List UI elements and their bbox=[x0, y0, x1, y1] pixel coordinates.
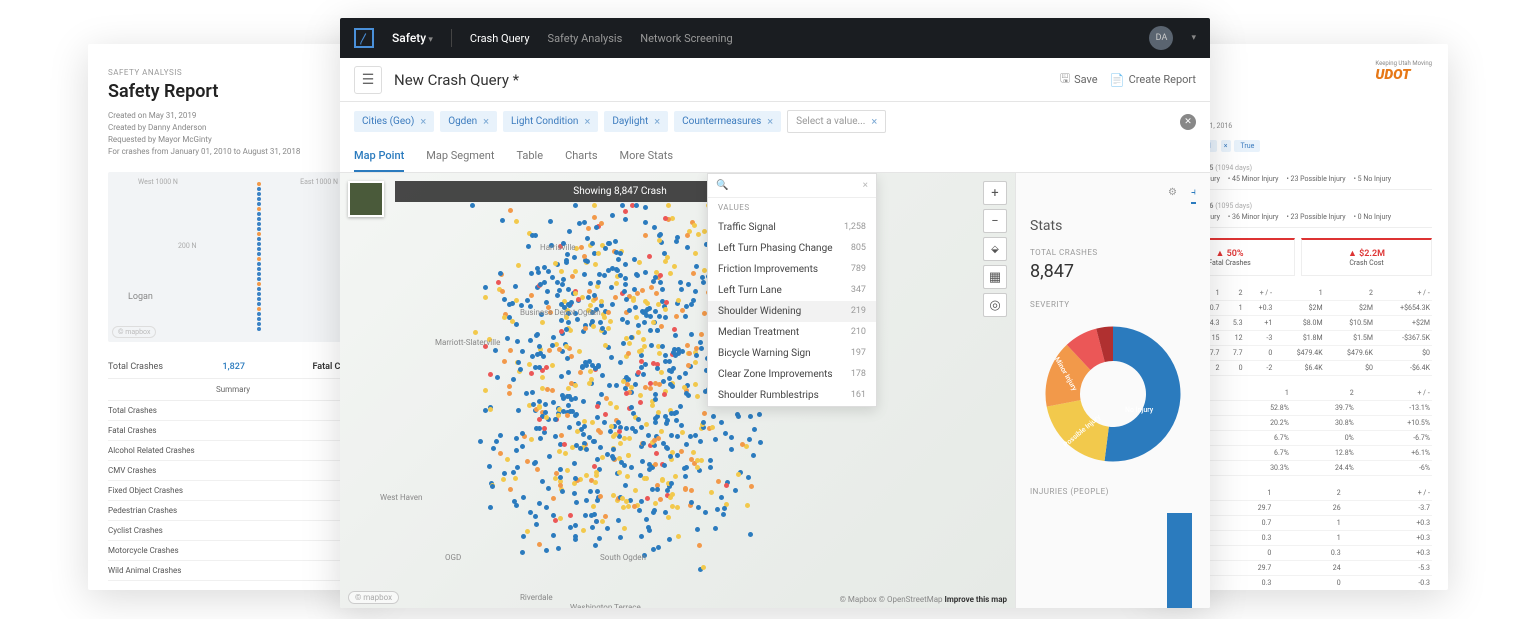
meta-requested-by: Requested by Mayor McGinty bbox=[108, 134, 358, 146]
close-icon[interactable]: × bbox=[863, 180, 868, 191]
query-title: New Crash Query * bbox=[394, 71, 519, 89]
dropdown-option[interactable]: Left Turn Phasing Change805 bbox=[708, 238, 876, 259]
place-label: West Haven bbox=[380, 493, 422, 502]
nav-crash-query[interactable]: Crash Query bbox=[470, 32, 530, 45]
close-icon[interactable]: × bbox=[871, 115, 877, 128]
locate-button[interactable]: ◎ bbox=[983, 293, 1007, 317]
tab-map-point[interactable]: Map Point bbox=[354, 141, 404, 172]
layers-button[interactable]: ▦ bbox=[983, 265, 1007, 289]
dropdown-option[interactable]: Clear Zone Improvements178 bbox=[708, 364, 876, 385]
meta-date-range: For crashes from January 01, 2010 to Aug… bbox=[108, 146, 358, 158]
remove-chip-icon[interactable]: × bbox=[483, 115, 489, 128]
mapbox-badge: © mapbox bbox=[348, 591, 399, 604]
safety-report-window: SAFETY ANALYSIS Safety Report Created on… bbox=[88, 44, 378, 590]
total-crashes-value: 8,847 bbox=[1030, 261, 1196, 282]
injuries-bar-chart: FatalSerious InjuryMinor InjuryPossible … bbox=[1030, 506, 1196, 608]
dropdown-search[interactable]: 🔍× bbox=[708, 174, 876, 198]
total-crashes-label: TOTAL CRASHES bbox=[1030, 248, 1196, 257]
remove-chip-icon[interactable]: × bbox=[654, 115, 660, 128]
menu-button[interactable]: ☰ bbox=[354, 66, 382, 94]
filter-chip[interactable]: Cities (Geo)× bbox=[354, 111, 434, 132]
map-area[interactable]: Showing 8,847 Crash + − ⬙ ▦ ◎ Harrisvill… bbox=[340, 173, 1015, 608]
nav-network-screening[interactable]: Network Screening bbox=[640, 32, 732, 45]
crash-type-row: Alcohol Related Crashes bbox=[108, 441, 358, 461]
injuries-label: INJURIES (PEOPLE) bbox=[1030, 487, 1196, 496]
crash-type-row: Pedestrian Crashes bbox=[108, 501, 358, 521]
dropdown-option[interactable]: Traffic Signal1,258 bbox=[708, 217, 876, 238]
user-menu-caret[interactable]: ▾ bbox=[1191, 33, 1196, 43]
mapbox-badge: © mapbox bbox=[112, 326, 156, 338]
user-avatar[interactable]: DA bbox=[1149, 26, 1173, 50]
place-label: OGD bbox=[445, 553, 461, 562]
total-crashes-row: Total Crashes 1,827 Fatal Crash bbox=[108, 356, 358, 379]
severity-donut-chart: No Injury Possible Injury Minor Injury bbox=[1038, 319, 1188, 469]
filter-value-input[interactable]: Select a value...× bbox=[787, 110, 886, 133]
crash-query-window: 〳 Safety Crash Query Safety Analysis Net… bbox=[340, 18, 1210, 608]
app-logo-icon[interactable]: 〳 bbox=[354, 28, 374, 48]
crash-type-row: Cyclist Crashes bbox=[108, 521, 358, 541]
place-label: Riverdale bbox=[520, 593, 553, 602]
tab-map-segment[interactable]: Map Segment bbox=[426, 141, 494, 172]
settings-icon[interactable]: ⚙ bbox=[1168, 187, 1177, 204]
dropdown-option[interactable]: Bicycle Warning Sign197 bbox=[708, 343, 876, 364]
crash-type-row: CMV Crashes bbox=[108, 461, 358, 481]
save-icon: 🖫 bbox=[1060, 69, 1070, 90]
create-report-button[interactable]: 📄Create Report bbox=[1110, 73, 1196, 87]
tab-more-stats[interactable]: More Stats bbox=[620, 141, 673, 172]
filter-chip[interactable]: Daylight× bbox=[604, 111, 668, 132]
filter-chip[interactable]: Countermeasures× bbox=[674, 111, 781, 132]
remove-chip-icon[interactable]: × bbox=[584, 115, 590, 128]
zoom-out-button[interactable]: − bbox=[983, 209, 1007, 233]
crash-type-row: Motorcycle Crashes bbox=[108, 541, 358, 561]
nav-safety-analysis[interactable]: Safety Analysis bbox=[548, 32, 623, 45]
crash-type-row: Total Crashes bbox=[108, 401, 358, 421]
severity-label: SEVERITY bbox=[1030, 300, 1196, 309]
place-label: South Ogden bbox=[600, 553, 646, 562]
place-label: Washington Terrace bbox=[570, 603, 641, 608]
place-label: Business Depot Ogden bbox=[520, 308, 601, 317]
filter-chip[interactable]: Ogden× bbox=[440, 111, 497, 132]
chart-icon[interactable]: ⫞ bbox=[1191, 187, 1196, 204]
save-button[interactable]: 🖫Save bbox=[1060, 69, 1098, 90]
filter-bar: Cities (Geo)× Ogden× Light Condition× Dayli… bbox=[340, 102, 1210, 141]
tab-table[interactable]: Table bbox=[516, 141, 543, 172]
dropdown-option[interactable]: Shoulder Rumblestrips161 bbox=[708, 385, 876, 406]
satellite-toggle[interactable] bbox=[348, 181, 384, 217]
stats-title: Stats bbox=[1030, 218, 1196, 234]
view-tabs: Map Point Map Segment Table Charts More Stat… bbox=[340, 141, 1210, 173]
section-label: SAFETY ANALYSIS bbox=[108, 68, 358, 77]
countermeasure-dropdown: 🔍× VALUES Traffic Signal1,258Left Turn P… bbox=[707, 173, 877, 407]
filter-chip[interactable]: Light Condition× bbox=[503, 111, 598, 132]
crash-type-row: Fixed Object Crashes bbox=[108, 481, 358, 501]
crash-type-row: Wild Animal Crashes bbox=[108, 561, 358, 581]
dropdown-option[interactable]: Median Treatment210 bbox=[708, 322, 876, 343]
report-icon: 📄 bbox=[1110, 73, 1125, 87]
meta-created-by: Created by Danny Anderson bbox=[108, 122, 358, 134]
stats-panel: ⚙ ⫞ Stats TOTAL CRASHES 8,847 SEVERITY N… bbox=[1015, 173, 1210, 608]
topbar: 〳 Safety Crash Query Safety Analysis Net… bbox=[340, 18, 1210, 58]
dropdown-option[interactable]: Shoulder Widening219 bbox=[708, 301, 876, 322]
clear-filters-button[interactable]: ✕ bbox=[1180, 114, 1196, 130]
tab-charts[interactable]: Charts bbox=[565, 141, 597, 172]
remove-chip-icon[interactable]: × bbox=[420, 115, 426, 128]
dropdown-header: VALUES bbox=[708, 198, 876, 217]
compass-button[interactable]: ⬙ bbox=[983, 237, 1007, 261]
search-icon: 🔍 bbox=[716, 180, 728, 191]
report-title: Safety Report bbox=[108, 81, 358, 102]
map-attribution: © Mapbox © OpenStreetMap Improve this ma… bbox=[840, 595, 1007, 604]
place-label: Marriott-Slaterville bbox=[435, 338, 500, 347]
place-label: Harrisville bbox=[540, 243, 576, 252]
summary-header: Summary bbox=[108, 379, 358, 401]
meta-created-on: Created on May 31, 2019 bbox=[108, 110, 358, 122]
module-dropdown[interactable]: Safety bbox=[392, 31, 433, 45]
mini-map: West 1000 N East 1000 N 200 N Logan © ma… bbox=[108, 172, 358, 342]
dropdown-option[interactable]: Left Turn Lane347 bbox=[708, 280, 876, 301]
remove-chip-icon[interactable]: × bbox=[767, 115, 773, 128]
crash-type-row: Fatal Crashes bbox=[108, 421, 358, 441]
zoom-in-button[interactable]: + bbox=[983, 181, 1007, 205]
udot-logo: Keeping Utah MovingUDOT bbox=[1375, 60, 1432, 83]
subbar: ☰ New Crash Query * 🖫Save 📄Create Report bbox=[340, 58, 1210, 102]
dropdown-option[interactable]: Friction Improvements789 bbox=[708, 259, 876, 280]
